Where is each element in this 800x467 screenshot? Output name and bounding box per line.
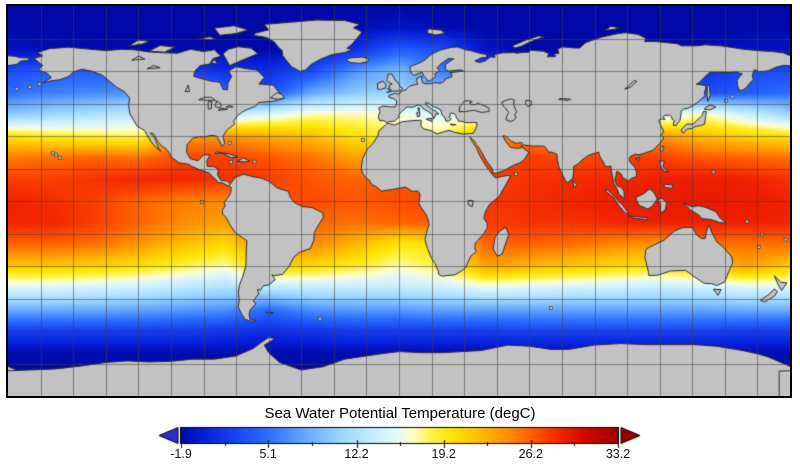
- chart-title: Sea Water Potential Temperature (degC): [264, 405, 536, 422]
- colorbar-tick-label: 33.2: [605, 447, 631, 461]
- colorbar-tick-labels: -1.9 5.1 12.2 19.2 26.2 33.2: [170, 447, 630, 461]
- world-map-canvas: [6, 4, 792, 398]
- colorbar-tick-label: 26.2: [518, 447, 544, 461]
- colorbar-tick-label: 12.2: [344, 447, 369, 461]
- colorbar-tick-label: -1.9: [170, 447, 192, 461]
- colorbar-tick-label: 19.2: [431, 447, 456, 461]
- colorbar-tick-label: 5.1: [259, 447, 277, 461]
- colorbar-canvas: [0, 423, 800, 451]
